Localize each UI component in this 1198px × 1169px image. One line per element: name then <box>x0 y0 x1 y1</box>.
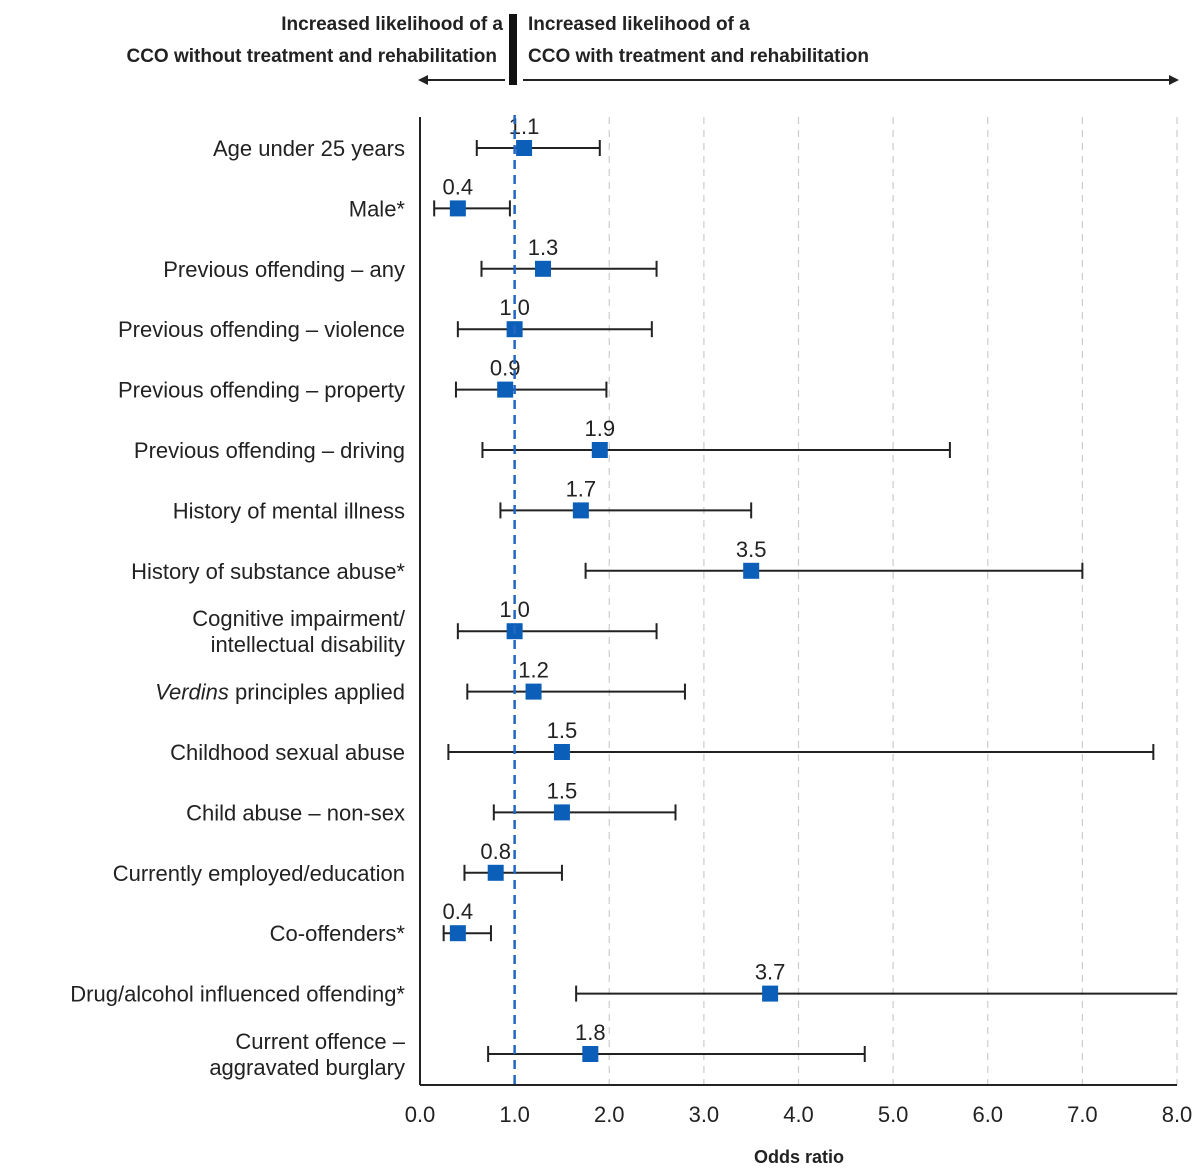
category-label: intellectual disability <box>211 632 405 657</box>
point-estimate-marker <box>516 140 533 156</box>
forest-row: Verdins principles applied 1.2 <box>155 658 686 705</box>
grid-lines <box>608 117 1178 1085</box>
x-tick-label: 0.0 <box>405 1102 436 1127</box>
value-label: 1.3 <box>528 235 559 260</box>
header-right-line1: Increased likelihood of a <box>528 14 750 35</box>
x-tick-label: 1.0 <box>499 1102 530 1127</box>
category-label: Childhood sexual abuse <box>170 740 405 765</box>
forest-row: Previous offending – any 1.3 <box>163 235 658 282</box>
x-tick-label: 3.0 <box>689 1102 720 1127</box>
forest-row: Previous offending – driving 1.9 <box>134 416 951 463</box>
header-left-line1: Increased likelihood of a <box>281 14 503 35</box>
x-axis: 0.0 1.0 2.0 3.0 4.0 5.0 6.0 7.0 8.0 <box>405 117 1193 1127</box>
point-estimate-marker <box>449 200 466 217</box>
forest-row: Cognitive impairment/intellectual disabi… <box>192 597 658 657</box>
chart-header: Increased likelihood of a CCO without tr… <box>126 14 1179 85</box>
point-estimate-marker <box>591 442 608 458</box>
value-label: 1.5 <box>547 778 578 803</box>
forest-row: History of substance abuse* 3.5 <box>131 537 1084 584</box>
header-left-line2: CCO without treatment and rehabilitation <box>126 46 497 67</box>
category-label: Current offence – <box>235 1029 405 1054</box>
value-label: 1.2 <box>518 658 549 683</box>
point-estimate-marker <box>762 985 779 1002</box>
point-estimate-marker <box>487 864 504 881</box>
header-right-line2: CCO with treatment and rehabilitation <box>528 46 869 67</box>
value-label: 1.9 <box>584 416 615 441</box>
category-label: aggravated burglary <box>209 1055 405 1080</box>
x-tick-label: 4.0 <box>783 1102 814 1127</box>
x-tick-label: 5.0 <box>878 1102 909 1127</box>
x-tick-label: 6.0 <box>972 1102 1003 1127</box>
x-tick-label: 8.0 <box>1162 1102 1193 1127</box>
category-label: History of mental illness <box>173 498 405 523</box>
point-estimate-marker <box>525 683 542 700</box>
point-estimate-marker <box>449 925 466 942</box>
value-label: 0.4 <box>443 174 474 199</box>
point-estimate-marker <box>553 744 570 760</box>
point-estimate-marker <box>497 381 514 398</box>
forest-row: Currently employed/education 0.8 <box>113 839 563 886</box>
point-estimate-marker <box>572 502 589 519</box>
category-label: Previous offending – violence <box>118 317 405 342</box>
value-label: 1.5 <box>547 718 578 743</box>
category-label: Child abuse – non-sex <box>186 800 405 825</box>
point-estimate-marker <box>582 1046 599 1062</box>
value-label: 1.7 <box>566 476 597 501</box>
value-label: 1.8 <box>575 1020 606 1045</box>
forest-row: History of mental illness 1.7 <box>173 476 753 523</box>
forest-row: Drug/alcohol influenced offending* 3.7 <box>70 960 1177 1007</box>
value-label: 3.7 <box>755 960 786 985</box>
category-label: Currently employed/education <box>113 861 405 886</box>
category-label: Male* <box>349 196 406 221</box>
category-label: Previous offending – property <box>118 378 405 403</box>
category-label: Drug/alcohol influenced offending* <box>70 982 405 1007</box>
category-label: History of substance abuse* <box>131 559 405 584</box>
value-label: 3.5 <box>736 537 767 562</box>
category-label: Previous offending – driving <box>134 438 405 463</box>
category-label: Age under 25 years <box>213 136 405 161</box>
category-label: Verdins principles applied <box>155 680 405 705</box>
value-label: 0.8 <box>480 839 511 864</box>
header-divider-bar <box>509 14 517 85</box>
forest-row: Male* 0.4 <box>349 174 511 221</box>
forest-row: Co-offenders* 0.4 <box>270 899 492 946</box>
value-label: 0.4 <box>443 899 474 924</box>
x-tick-label: 7.0 <box>1067 1102 1098 1127</box>
x-tick-label: 2.0 <box>594 1102 625 1127</box>
point-estimate-marker <box>553 804 570 821</box>
forest-row: Current offence –aggravated burglary 1.8 <box>209 1020 866 1080</box>
point-estimate-marker <box>535 260 552 277</box>
category-label: Cognitive impairment/ <box>192 606 406 631</box>
category-label: Co-offenders* <box>270 921 406 946</box>
x-axis-title: Odds ratio <box>754 1147 844 1167</box>
forest-row: Childhood sexual abuse 1.5 <box>170 718 1155 765</box>
forest-row: Child abuse – non-sex 1.5 <box>186 778 677 825</box>
category-label: Previous offending – any <box>163 257 405 282</box>
point-estimate-marker <box>743 562 760 579</box>
